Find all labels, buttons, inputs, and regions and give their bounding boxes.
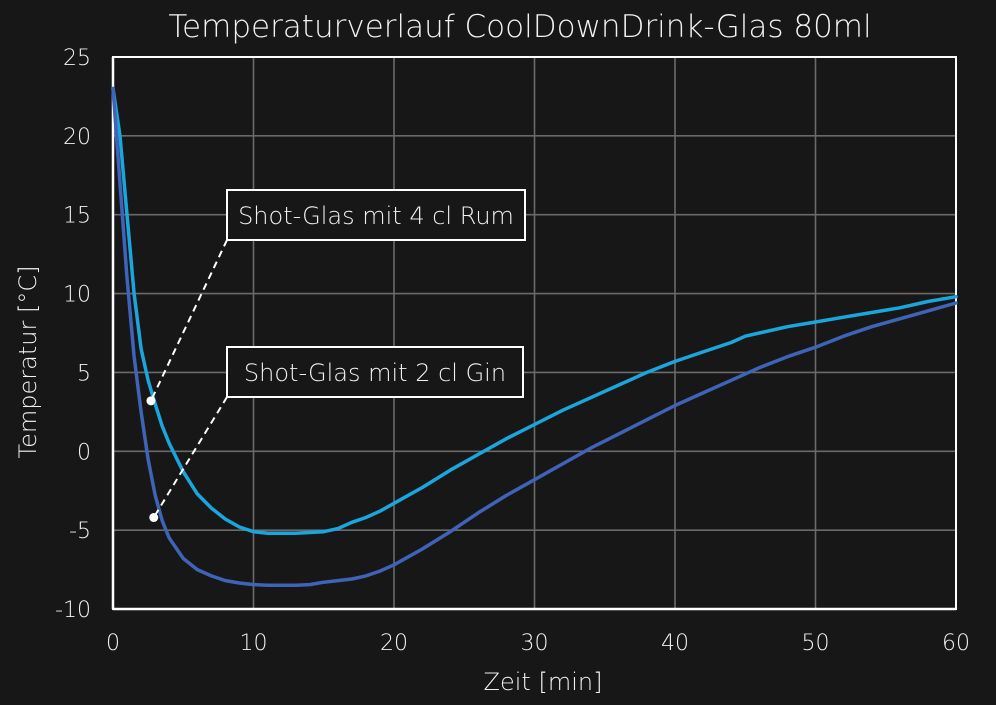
- y-tick-label: 5: [77, 361, 91, 386]
- x-tick-label: 20: [380, 631, 408, 656]
- y-tick-label: 25: [63, 46, 91, 71]
- x-tick-label: 10: [240, 631, 268, 656]
- x-tick-label: 0: [106, 631, 120, 656]
- chart-title: Temperaturverlauf CoolDownDrink-Glas 80m…: [168, 9, 871, 45]
- annotations: Shot-Glas mit 4 cl Rum Shot-Glas mit 2 cl…: [146, 189, 526, 523]
- annotation-leader: [152, 396, 228, 519]
- series-line-2: [111, 86, 958, 588]
- y-axis-label: Temperatur [°C]: [14, 266, 42, 459]
- annotation-point: [149, 513, 159, 523]
- annotation-leader: [150, 239, 228, 402]
- y-tick-label: -5: [69, 519, 91, 544]
- axes: 0 10 20 30 40 50 60 -10 -5 0 5 10 15 20 25: [55, 46, 970, 656]
- x-tick-label: 50: [802, 631, 830, 656]
- series-line-1: [111, 86, 958, 536]
- y-tick-label: 10: [63, 283, 91, 308]
- annotation-box: [226, 189, 526, 241]
- y-tick-label: -10: [55, 598, 91, 623]
- series-lines: [111, 86, 958, 588]
- x-tick-label: 60: [942, 631, 970, 656]
- y-tick-label: 0: [77, 440, 91, 465]
- y-tick-label: 15: [63, 204, 91, 229]
- annotation-point: [146, 396, 156, 406]
- annotation-label: Shot-Glas mit 4 cl Rum: [238, 202, 514, 230]
- annotation-label: Shot-Glas mit 2 cl Gin: [244, 359, 506, 387]
- annotation-box: [226, 346, 524, 398]
- x-tick-label: 30: [521, 631, 549, 656]
- x-axis-label: Zeit [min]: [484, 668, 603, 696]
- x-tick-label: 40: [661, 631, 689, 656]
- y-tick-label: 20: [63, 125, 91, 150]
